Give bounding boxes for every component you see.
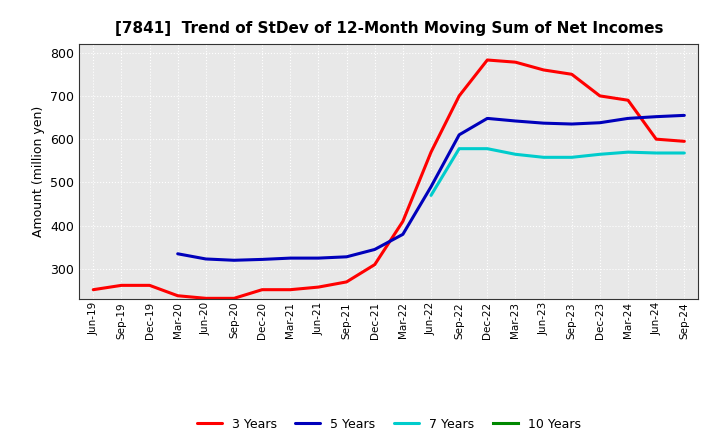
5 Years (595, 120, 604, 125)
Line: 3 Years: 3 Years (94, 60, 684, 298)
3 Years (145, 283, 154, 288)
7 Years (567, 155, 576, 160)
3 Years (286, 287, 294, 292)
3 Years (230, 296, 238, 301)
5 Years (511, 118, 520, 124)
3 Years (624, 98, 632, 103)
5 Years (314, 256, 323, 261)
5 Years (202, 257, 210, 262)
3 Years (89, 287, 98, 292)
3 Years (567, 72, 576, 77)
3 Years (483, 57, 492, 62)
5 Years (399, 232, 408, 237)
7 Years (455, 146, 464, 151)
5 Years (286, 256, 294, 261)
3 Years (117, 283, 126, 288)
3 Years (370, 262, 379, 267)
3 Years (314, 284, 323, 290)
3 Years (595, 93, 604, 99)
3 Years (455, 93, 464, 99)
5 Years (370, 247, 379, 252)
5 Years (624, 116, 632, 121)
Legend: 3 Years, 5 Years, 7 Years, 10 Years: 3 Years, 5 Years, 7 Years, 10 Years (192, 413, 586, 436)
3 Years (202, 296, 210, 301)
7 Years (624, 150, 632, 155)
Line: 5 Years: 5 Years (178, 115, 684, 260)
Line: 7 Years: 7 Years (431, 149, 684, 195)
5 Years (230, 258, 238, 263)
5 Years (427, 184, 436, 189)
7 Years (652, 150, 660, 156)
5 Years (258, 257, 266, 262)
5 Years (174, 251, 182, 257)
3 Years (652, 136, 660, 142)
7 Years (511, 152, 520, 157)
3 Years (174, 293, 182, 298)
5 Years (539, 121, 548, 126)
7 Years (539, 155, 548, 160)
5 Years (342, 254, 351, 260)
7 Years (427, 193, 436, 198)
3 Years (342, 279, 351, 285)
7 Years (680, 150, 688, 156)
7 Years (483, 146, 492, 151)
3 Years (511, 59, 520, 65)
3 Years (427, 150, 436, 155)
3 Years (539, 67, 548, 73)
5 Years (567, 121, 576, 127)
Title: [7841]  Trend of StDev of 12-Month Moving Sum of Net Incomes: [7841] Trend of StDev of 12-Month Moving… (114, 21, 663, 36)
5 Years (680, 113, 688, 118)
3 Years (680, 139, 688, 144)
Y-axis label: Amount (million yen): Amount (million yen) (32, 106, 45, 237)
5 Years (455, 132, 464, 137)
3 Years (258, 287, 266, 292)
3 Years (399, 219, 408, 224)
5 Years (483, 116, 492, 121)
5 Years (652, 114, 660, 119)
7 Years (595, 152, 604, 157)
